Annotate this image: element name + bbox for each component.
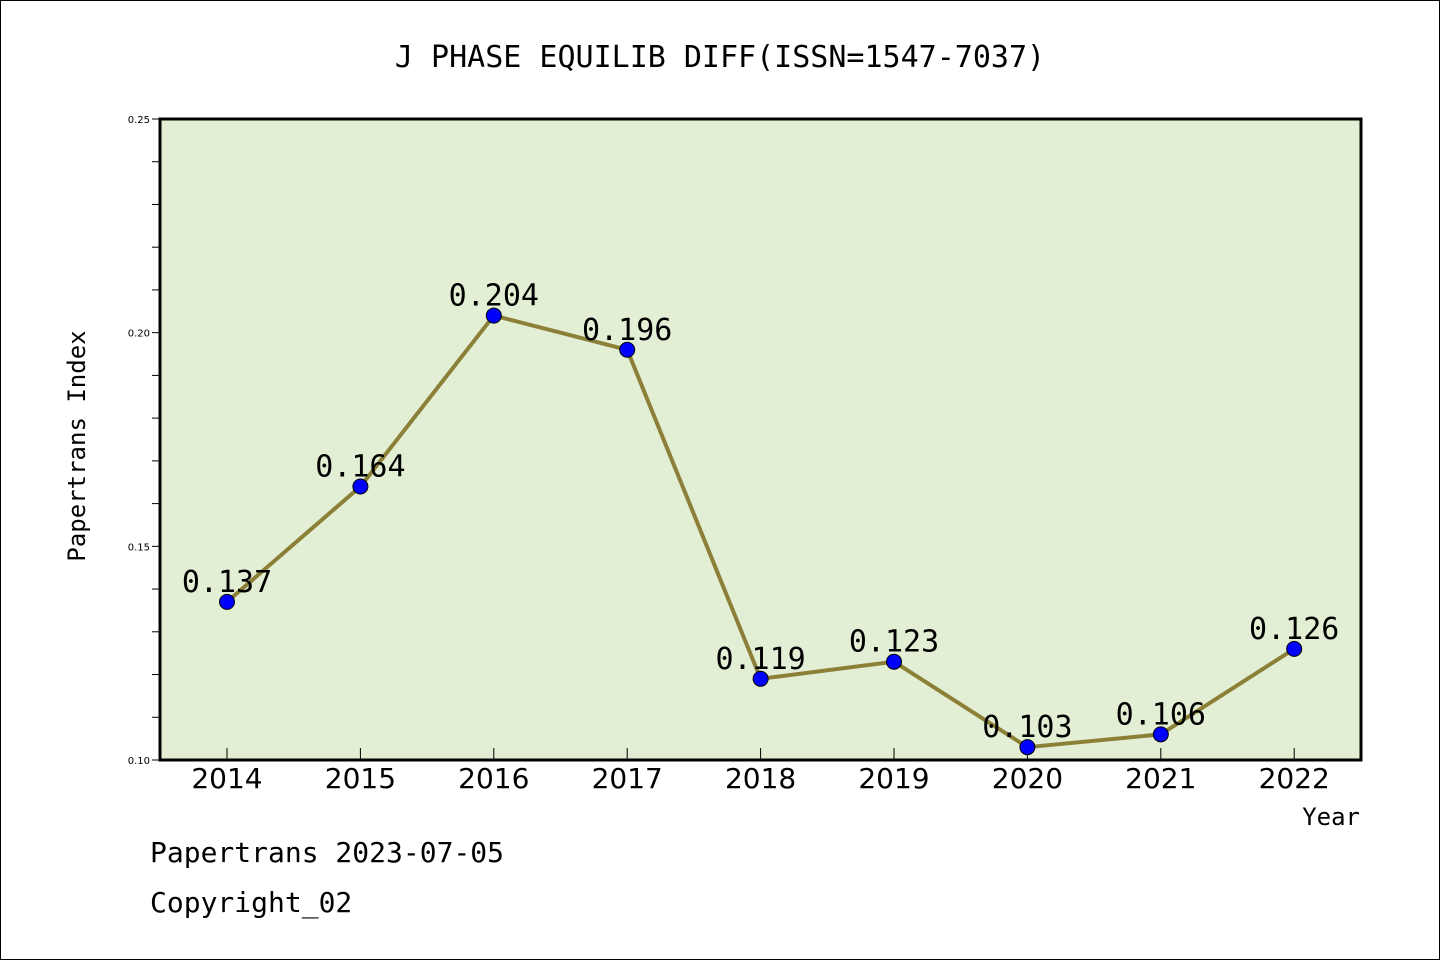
data-point: [619, 341, 636, 358]
y-tick-label: 0.25: [128, 115, 150, 126]
data-label: 0.119: [715, 642, 805, 677]
footer-source: Papertrans 2023-07-05: [150, 836, 505, 869]
data-label: 0.164: [315, 450, 405, 485]
x-tick-label: 2015: [325, 762, 396, 795]
x-tick-label: 2017: [592, 762, 663, 795]
y-tick-label: 0.10: [128, 756, 150, 767]
x-tick-label: 2019: [858, 762, 929, 795]
x-tick-label: 2018: [725, 762, 796, 795]
y-axis-label: Papertrans Index: [63, 330, 91, 561]
data-label: 0.103: [982, 710, 1072, 745]
x-axis-label: Year: [1302, 803, 1360, 831]
footer-copyright: Copyright_02: [150, 886, 353, 919]
y-tick-label: 0.20: [128, 329, 150, 340]
data-point: [352, 478, 369, 495]
chart-title: J PHASE EQUILIB DIFF(ISSN=1547-7037): [395, 40, 1045, 75]
x-tick-label: 2021: [1125, 762, 1196, 795]
plot-area: [158, 117, 1363, 762]
x-tick-label: 2020: [992, 762, 1063, 795]
data-label: 0.137: [182, 565, 272, 600]
x-tick-label: 2014: [191, 762, 262, 795]
data-labels: 0.137 0.164 0.204 0.196 0.119 0.123 0.103 0.106…: [182, 279, 1340, 746]
x-tick-label: 2016: [458, 762, 529, 795]
y-axis: 0.10 0.15 0.20 0.25: [128, 115, 160, 767]
data-label: 0.106: [1116, 697, 1206, 732]
data-point: [1286, 640, 1303, 657]
x-tick-label: 2022: [1259, 762, 1330, 795]
data-points: [219, 307, 1303, 756]
y-tick-label: 0.15: [128, 542, 150, 553]
data-label: 0.204: [449, 279, 539, 314]
x-axis: 2014 2015 2016 2017 2018 2019 2020 2021 2022: [191, 748, 1330, 795]
data-label: 0.196: [582, 313, 672, 348]
data-label: 0.123: [849, 625, 939, 660]
data-point: [752, 670, 769, 687]
data-point: [485, 307, 502, 324]
data-point: [886, 653, 902, 670]
data-point: [219, 593, 235, 610]
data-point: [1019, 739, 1036, 756]
data-point: [1152, 726, 1169, 743]
data-label: 0.126: [1249, 612, 1339, 647]
